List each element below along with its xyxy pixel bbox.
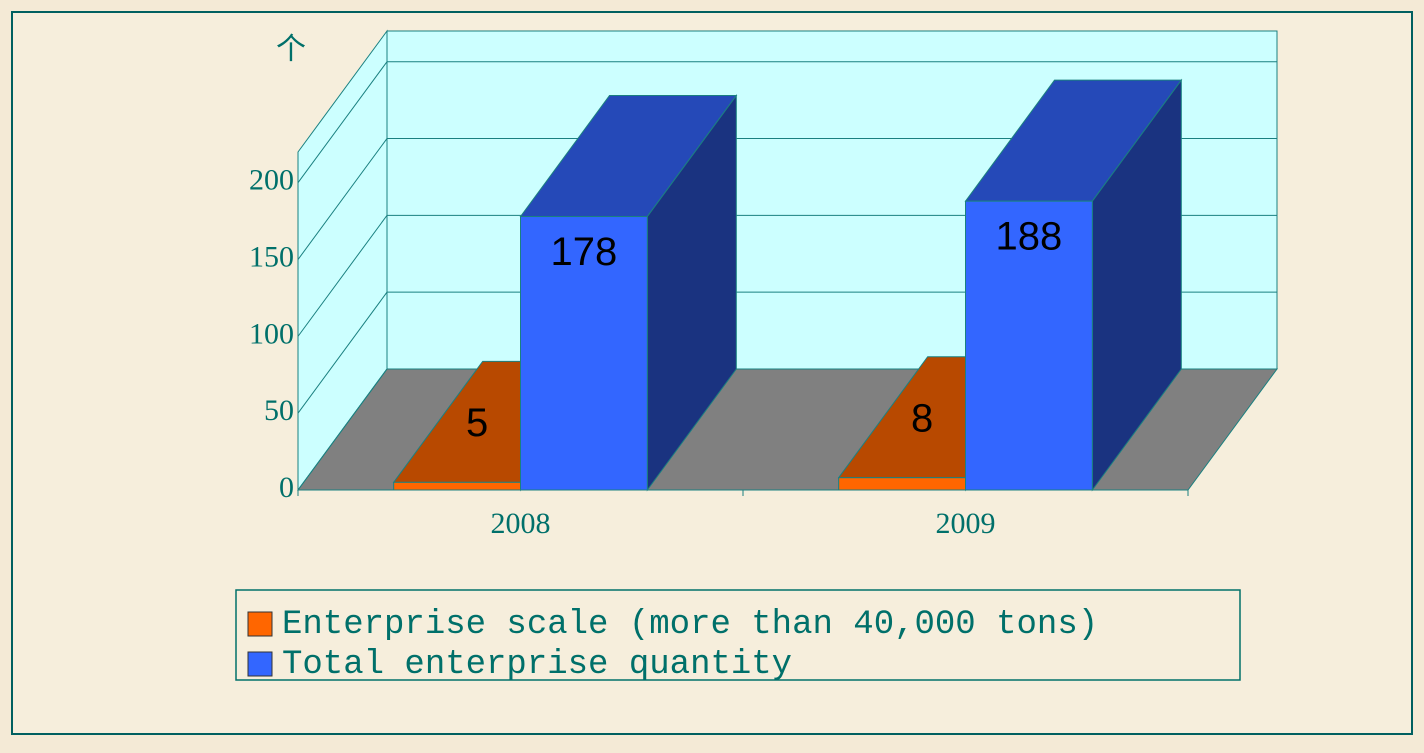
bar-front [520, 216, 648, 491]
x-tick-label: 2009 [936, 507, 996, 540]
bar [519, 94, 738, 492]
y-tick-label: 200 [249, 164, 294, 197]
y-axis-label: 个 [276, 33, 306, 66]
x-tick-label: 2008 [491, 507, 551, 540]
grid-line [297, 138, 1277, 260]
bar-front [393, 481, 521, 491]
y-tick-label: 50 [264, 394, 294, 427]
bar-front [965, 200, 1093, 491]
data-label: 178 [551, 230, 618, 274]
y-tick-label: 0 [279, 471, 294, 504]
legend-box [235, 589, 1241, 681]
y-tick-label: 150 [249, 240, 294, 273]
grid-line [297, 61, 1277, 184]
y-tick-label: 100 [249, 317, 294, 350]
legend-swatch [247, 611, 273, 637]
data-label: 188 [996, 215, 1063, 259]
data-label: 5 [466, 401, 488, 445]
legend-label: Enterprise scale (more than 40,000 tons) [282, 606, 1098, 644]
legend-swatch [247, 651, 273, 677]
legend-label: Total enterprise quantity [282, 646, 792, 684]
bar-front [838, 477, 966, 491]
data-label: 8 [911, 396, 933, 440]
bar [964, 78, 1183, 492]
